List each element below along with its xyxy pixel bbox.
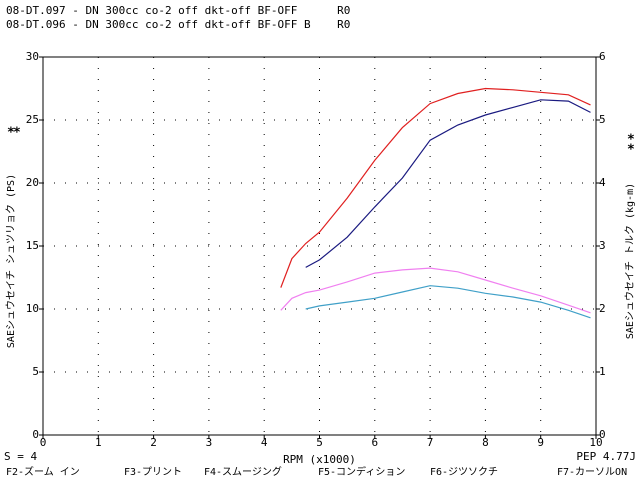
y2-tick-label: 3 [599, 239, 606, 252]
y2-tick-label: 6 [599, 50, 606, 63]
header-line: 08-DT.097 - DN 300cc co-2 off dkt-off BF… [6, 4, 350, 17]
series-line [280, 267, 591, 314]
x-tick-label: 5 [316, 436, 323, 449]
y2-tick-label: 1 [599, 365, 606, 378]
x-tick-label: 1 [95, 436, 102, 449]
y2-tick-label: 4 [599, 176, 606, 189]
x-tick-label: 6 [371, 436, 378, 449]
x-tick-label: 10 [589, 436, 602, 449]
x-tick-label: 7 [427, 436, 434, 449]
series-line [305, 99, 591, 268]
y-tick-label: 25 [26, 113, 39, 126]
menu-item: F7-カーソルON [557, 466, 627, 478]
y-tick-label: 30 [26, 50, 39, 63]
menu-item: F2-ズーム イン [6, 465, 80, 478]
plot-frame [42, 56, 597, 436]
pep-label: PEP 4.77J [576, 450, 636, 463]
series-marker: * [7, 126, 15, 141]
y2-tick-label: 0 [599, 428, 606, 441]
y-tick-label: 10 [26, 302, 39, 315]
y-tick-label: 20 [26, 176, 39, 189]
x-tick-label: 4 [261, 436, 268, 449]
series-marker: * [627, 133, 635, 148]
menu-item: F4-スムージング [204, 465, 282, 478]
x-tick-label: 0 [40, 436, 47, 449]
y2-tick-label: 2 [599, 302, 606, 315]
series-line [305, 285, 591, 319]
x-tick-label: 8 [482, 436, 489, 449]
series-marker: * [13, 126, 21, 141]
y2-tick-label: 5 [599, 113, 606, 126]
header-line: 08-DT.096 - DN 300cc co-2 off dkt-off BF… [6, 18, 350, 31]
y2-axis-label: SAEシュウセイチ トルク (kg-m) [624, 183, 636, 339]
menu-item: F6-ジツソクチ [430, 466, 498, 478]
series-line [280, 87, 591, 288]
series-marker: * [627, 143, 635, 158]
x-tick-label: 2 [150, 436, 157, 449]
x-tick-label: 3 [206, 436, 213, 449]
y-tick-label: 15 [26, 239, 39, 252]
y-axis-label: SAEシュウセイチ シュツリョク (PS) [5, 174, 17, 348]
menu-item: F3-プリント [124, 466, 182, 478]
y-tick-label: 5 [32, 365, 39, 378]
y-tick-label: 0 [32, 428, 39, 441]
x-axis-label: RPM (x1000) [283, 453, 356, 466]
smoothing-label: S = 4 [4, 450, 37, 463]
menu-item: F5-コンディション [318, 465, 405, 478]
x-tick-label: 9 [537, 436, 544, 449]
